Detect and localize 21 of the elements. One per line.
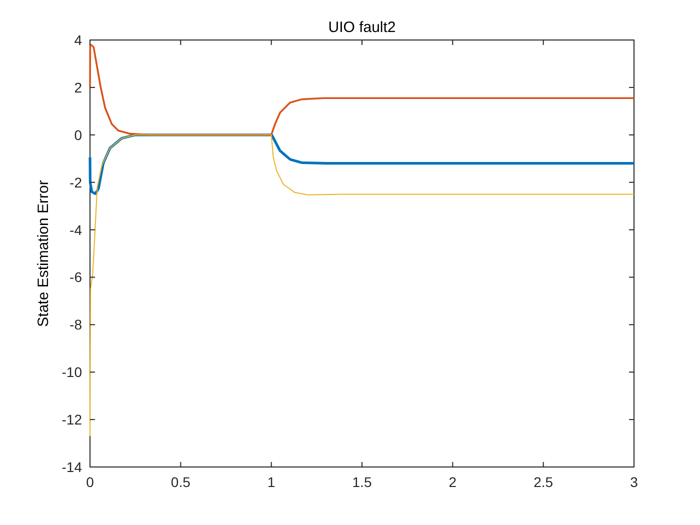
x-tick-label: 3 [630,474,638,490]
chart-title: UIO fault2 [328,19,396,36]
x-tick-label: 2 [448,474,457,490]
x-tick-label: 0.5 [170,474,191,490]
y-tick-label: 2 [74,79,82,96]
y-tick-label: -2 [70,174,82,190]
y-tick-label: -6 [70,269,82,286]
y-tick-label: -10 [62,364,82,380]
line-series [90,134,634,437]
y-tick-label: 0 [74,126,82,143]
y-tick-label: -12 [62,412,82,428]
y-axis-title: State Estimation Error [35,180,52,327]
x-tick-label: 2.5 [534,474,554,490]
y-tick-label: 4 [74,32,82,48]
x-tick-label: 1 [267,474,276,490]
y-tick-label: -14 [62,459,82,475]
x-tick-label: 0 [86,474,94,490]
x-tick-label: 1.5 [352,474,372,490]
line-series [89,44,635,136]
y-tick-label: -8 [70,316,82,333]
y-tick-label: -4 [70,222,82,238]
